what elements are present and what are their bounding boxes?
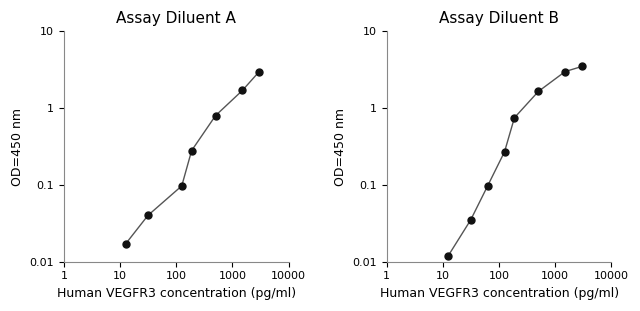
- X-axis label: Human VEGFR3 concentration (pg/ml): Human VEGFR3 concentration (pg/ml): [57, 287, 296, 300]
- Title: Assay Diluent B: Assay Diluent B: [439, 11, 559, 26]
- X-axis label: Human VEGFR3 concentration (pg/ml): Human VEGFR3 concentration (pg/ml): [380, 287, 619, 300]
- Y-axis label: OD=450 nm: OD=450 nm: [334, 108, 347, 186]
- Title: Assay Diluent A: Assay Diluent A: [116, 11, 236, 26]
- Y-axis label: OD=450 nm: OD=450 nm: [11, 108, 24, 186]
